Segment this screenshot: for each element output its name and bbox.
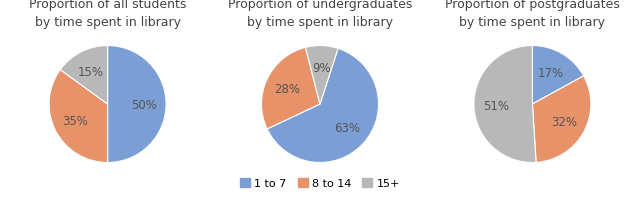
Text: 51%: 51% [483, 99, 509, 112]
Text: 28%: 28% [274, 83, 300, 96]
Text: 17%: 17% [538, 67, 564, 80]
Wedge shape [108, 46, 166, 163]
Wedge shape [474, 46, 536, 163]
Wedge shape [305, 46, 338, 104]
Text: 35%: 35% [62, 114, 88, 127]
Text: 15%: 15% [78, 66, 104, 79]
Wedge shape [60, 46, 108, 104]
Wedge shape [49, 70, 108, 163]
Legend: 1 to 7, 8 to 14, 15+: 1 to 7, 8 to 14, 15+ [236, 173, 404, 192]
Title: Proportion of postgraduates
by time spent in library: Proportion of postgraduates by time spen… [445, 0, 620, 29]
Text: 50%: 50% [131, 98, 157, 111]
Wedge shape [267, 49, 378, 163]
Text: 63%: 63% [334, 122, 360, 135]
Wedge shape [532, 46, 584, 104]
Text: 32%: 32% [551, 115, 577, 128]
Title: Proportion of undergraduates
by time spent in library: Proportion of undergraduates by time spe… [228, 0, 412, 29]
Text: 9%: 9% [312, 62, 330, 75]
Wedge shape [532, 76, 591, 163]
Title: Proportion of all students
by time spent in library: Proportion of all students by time spent… [29, 0, 186, 29]
Wedge shape [262, 48, 320, 129]
